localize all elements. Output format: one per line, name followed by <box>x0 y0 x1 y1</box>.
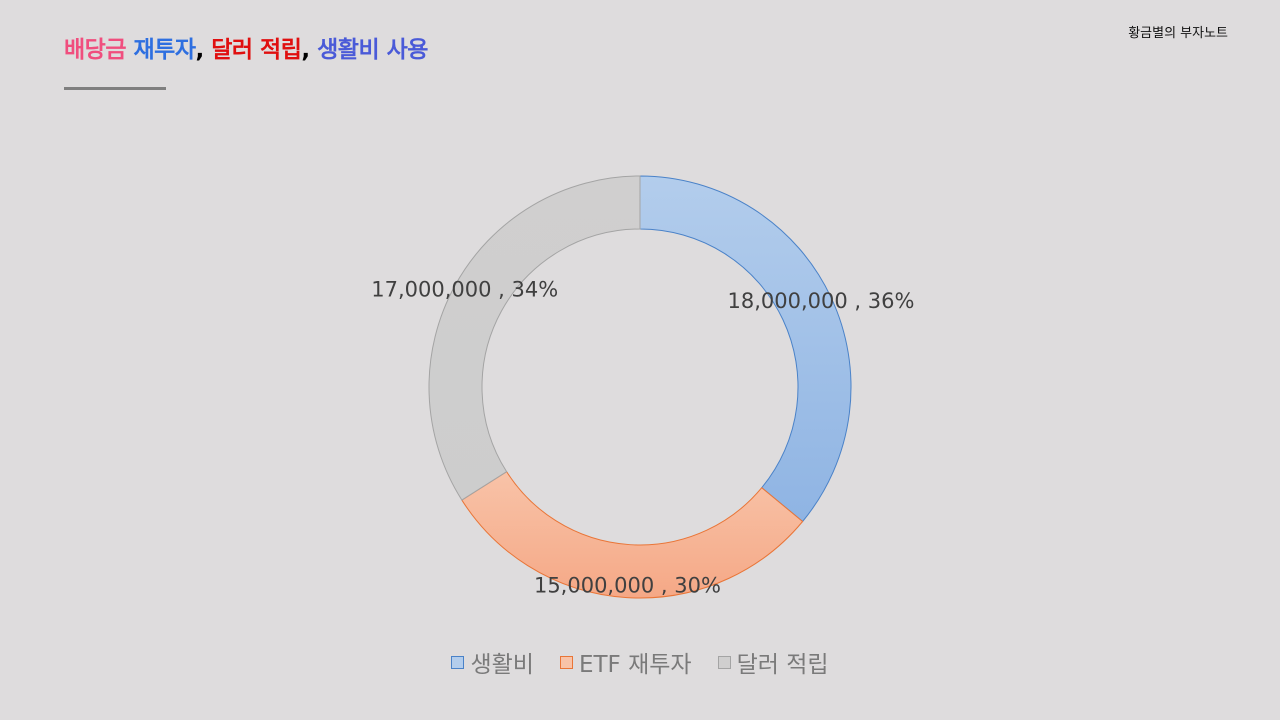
title-segment: 재투자 <box>133 37 196 63</box>
title-segment: 생활비 사용 <box>317 37 428 63</box>
legend-swatch <box>717 655 731 669</box>
title-segment: , <box>301 37 318 63</box>
data-label: 15,000,000 , 30% <box>534 574 721 598</box>
brand-label: 황금별의 부자노트 <box>1128 26 1228 41</box>
donut-slice <box>428 175 641 501</box>
data-label: 17,000,000 , 34% <box>371 278 558 302</box>
legend-item: ETF 재투자 <box>559 645 692 679</box>
legend-swatch <box>559 655 573 669</box>
legend-swatch <box>451 655 465 669</box>
title-segment: , <box>195 37 212 63</box>
legend-label: 생활비 <box>470 652 534 678</box>
legend-item: 달러 적립 <box>717 645 829 679</box>
title-segment: 달러 적립 <box>211 37 302 63</box>
page-title: 배당금 재투자, 달러 적립, 생활비 사용 <box>64 30 428 64</box>
data-label: 18,000,000 , 36% <box>727 289 914 313</box>
legend-label: ETF 재투자 <box>578 652 692 678</box>
legend-item: 생활비 <box>451 645 534 679</box>
title-segment: 배당금 <box>64 37 126 63</box>
title-underline <box>64 87 166 90</box>
donut-slice <box>639 175 852 523</box>
legend-label: 달러 적립 <box>736 652 829 678</box>
chart-legend: 생활비 ETF 재투자 달러 적립 <box>0 645 1280 679</box>
